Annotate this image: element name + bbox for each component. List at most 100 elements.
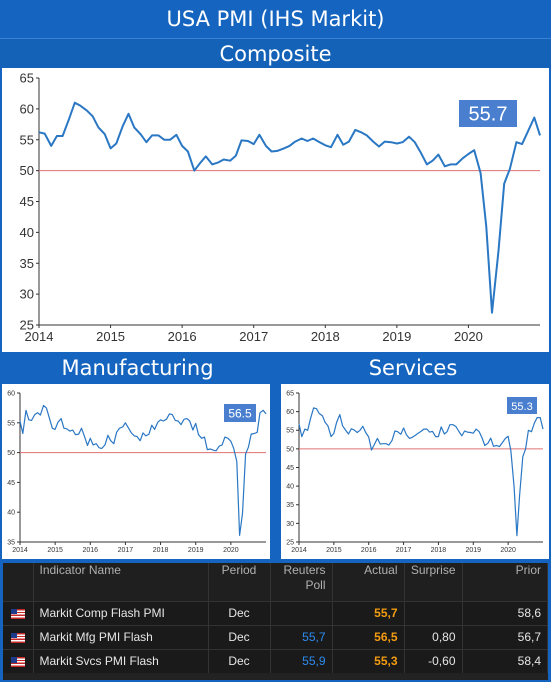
callout-box [507,397,537,414]
x-tick-label: 2017 [118,547,134,554]
y-tick-label: 45 [20,194,34,209]
y-tick-label: 25 [20,318,34,333]
composite-chart: 25 30 35 40 45 50 55 60 65 2014 2015 2016 2017 2018 20… [20,71,541,344]
us-flag-icon [10,632,25,643]
y-tick-label: 25 [286,539,294,546]
col-flag-header [3,563,34,601]
col-poll-header: Reuters Poll [270,563,333,601]
x-tick-label: 2019 [465,547,481,554]
x-tick-label: 2017 [239,329,268,344]
callout-box [224,404,256,422]
period-cell: Dec [208,600,271,625]
services-section-title: Services [368,356,458,380]
indicator-table: Indicator Name Period Reuters Poll Actua… [3,563,548,680]
y-tick-label: 40 [286,484,294,491]
x-tick-label: 2019 [382,329,411,344]
y-tick-label: 40 [7,510,15,517]
poll-cell [270,600,333,625]
y-tick-label: 50 [7,450,15,457]
surprise-cell: -0,60 [404,648,463,673]
x-tick-label: 2017 [396,547,412,554]
col-actual-header: Actual [332,563,405,601]
indicator-name: Markit Mfg PMI Flash [33,624,209,649]
table-header-row: Indicator Name Period Reuters Poll Actua… [3,563,548,601]
callout-box [459,100,517,127]
y-tick-label: 30 [20,287,34,302]
y-tick-label: 40 [20,225,34,240]
manufacturing-chart: 35 40 45 50 55 60 2014 2015 2016 2017 2018 2019 2020… [7,390,267,554]
prior-cell: 58,4 [462,648,548,673]
table-row[interactable]: Markit Mfg PMI Flash Dec 55,7 56,5 0,80 … [3,624,548,649]
y-tick-label: 55 [20,132,34,147]
pmi-series-line [19,404,267,536]
y-tick-label: 55 [7,420,15,427]
latest-value-callout: 55.3 [507,397,537,414]
col-poll-label: Reuters Poll [283,563,326,592]
prior-cell: 56,7 [462,624,548,649]
y-tick-label: 60 [20,101,34,116]
us-flag-icon [10,608,25,619]
prior-cell: 58,6 [462,600,548,625]
x-tick-label: 2018 [431,547,447,554]
period-cell: Dec [208,648,271,673]
col-period-header: Period [208,563,271,601]
latest-value-callout: 56.5 [224,404,256,422]
pmi-series-line [38,101,541,314]
surprise-cell: 0,80 [404,624,463,649]
x-tick-label: 2020 [223,547,239,554]
actual-cell: 55,7 [332,600,405,625]
callout-value: 55.7 [469,104,508,126]
poll-cell: 55,9 [270,648,333,673]
actual-cell: 55,3 [332,648,405,673]
x-tick-label: 2016 [361,547,377,554]
y-tick-label: 60 [286,409,294,416]
composite-section-title: Composite [0,38,551,68]
x-tick-label: 2019 [188,547,204,554]
col-indicator-header: Indicator Name [33,563,209,601]
poll-cell: 55,7 [270,624,333,649]
us-flag-icon [10,657,25,668]
x-tick-label: 2016 [82,547,98,554]
manufacturing-section-title: Manufacturing [61,356,214,380]
x-tick-label: 2014 [291,547,307,554]
y-tick-label: 35 [20,256,34,271]
y-tick-label: 65 [286,390,294,397]
composite-chart-panel: 25 30 35 40 45 50 55 60 65 2014 2015 2016 2017 2018 20… [2,68,549,352]
y-tick-label: 45 [7,480,15,487]
x-tick-label: 2018 [153,547,169,554]
y-tick-label: 30 [286,521,294,528]
latest-value-callout: 55.7 [459,100,517,127]
x-tick-label: 2018 [311,329,340,344]
y-tick-label: 35 [286,502,294,509]
x-tick-label: 2015 [326,547,342,554]
period-cell: Dec [208,624,271,649]
x-tick-label: 2020 [454,329,483,344]
actual-cell: 56,5 [332,624,405,649]
main-title: USA PMI (IHS Markit) [0,0,551,38]
col-surprise-header: Surprise [404,563,463,601]
callout-value: 56.5 [228,407,252,421]
x-tick-label: 2020 [500,547,516,554]
y-tick-label: 65 [20,71,34,86]
y-tick-label: 35 [7,539,15,546]
indicator-name: Markit Svcs PMI Flash [33,648,209,673]
x-tick-label: 2014 [12,547,28,554]
services-chart: 25 30 35 40 45 50 55 60 65 2014 2015 2016 2017 2018 20… [286,390,544,554]
indicator-name: Markit Comp Flash PMI [33,600,209,625]
x-tick-label: 2015 [96,329,125,344]
pmi-series-line [298,407,544,537]
y-tick-label: 50 [20,163,34,178]
table-row[interactable]: Markit Svcs PMI Flash Dec 55,9 55,3 -0,6… [3,648,548,673]
col-prior-header: Prior [462,563,548,601]
surprise-cell [404,600,463,625]
table-row[interactable]: Markit Comp Flash PMI Dec 55,7 58,6 [3,600,548,625]
y-tick-label: 50 [286,446,294,453]
y-tick-label: 60 [7,390,15,397]
x-tick-label: 2016 [168,329,197,344]
x-tick-label: 2014 [25,329,54,344]
manufacturing-chart-panel: 35 40 45 50 55 60 2014 2015 2016 2017 2018 2019 2020… [2,384,270,559]
services-chart-panel: 25 30 35 40 45 50 55 60 65 2014 2015 2016 2017 2018 20… [281,384,549,559]
x-tick-label: 2015 [47,547,63,554]
y-tick-label: 55 [286,428,294,435]
y-tick-label: 45 [286,465,294,472]
